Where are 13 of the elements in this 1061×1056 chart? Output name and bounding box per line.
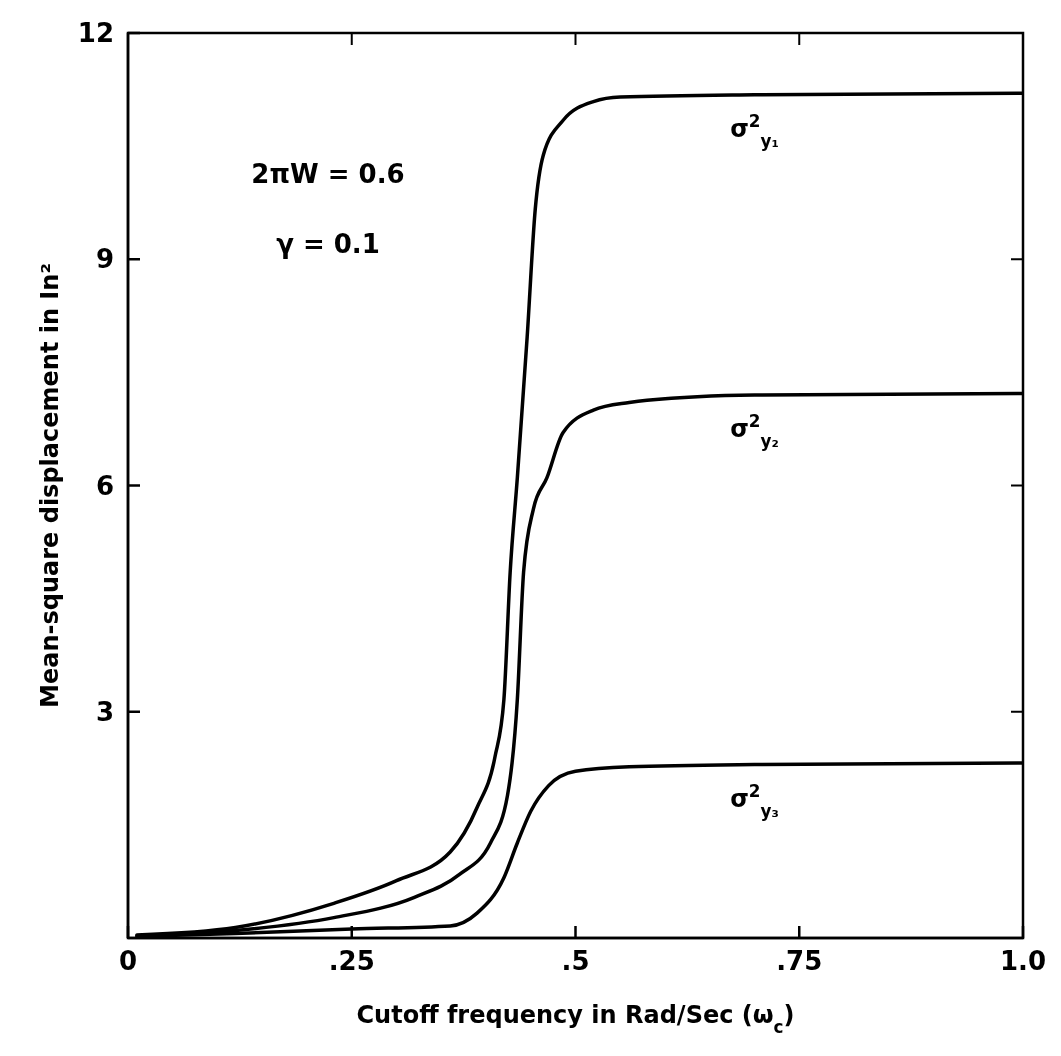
x-tick-label: 1.0 — [999, 946, 1047, 977]
y-tick-label: 12 — [77, 18, 114, 49]
y-tick-label: 3 — [95, 696, 114, 727]
x-axis-title: Cutoff frequency in Rad/Sec (ω$_{c}$) — [356, 1001, 795, 1037]
y-axis-title: Mean-square displacement in In² — [36, 263, 64, 708]
x-tick-label: 0 — [118, 946, 138, 977]
annotation: 2πW = 0.6 — [251, 159, 405, 189]
annotation: γ = 0.1 — [276, 229, 380, 259]
y-tick-label: 9 — [95, 244, 114, 275]
x-tick-label: .25 — [328, 946, 375, 977]
x-tick-label: .5 — [561, 946, 590, 977]
y-tick-label: 6 — [95, 470, 114, 501]
x-tick-label: .75 — [776, 946, 823, 977]
